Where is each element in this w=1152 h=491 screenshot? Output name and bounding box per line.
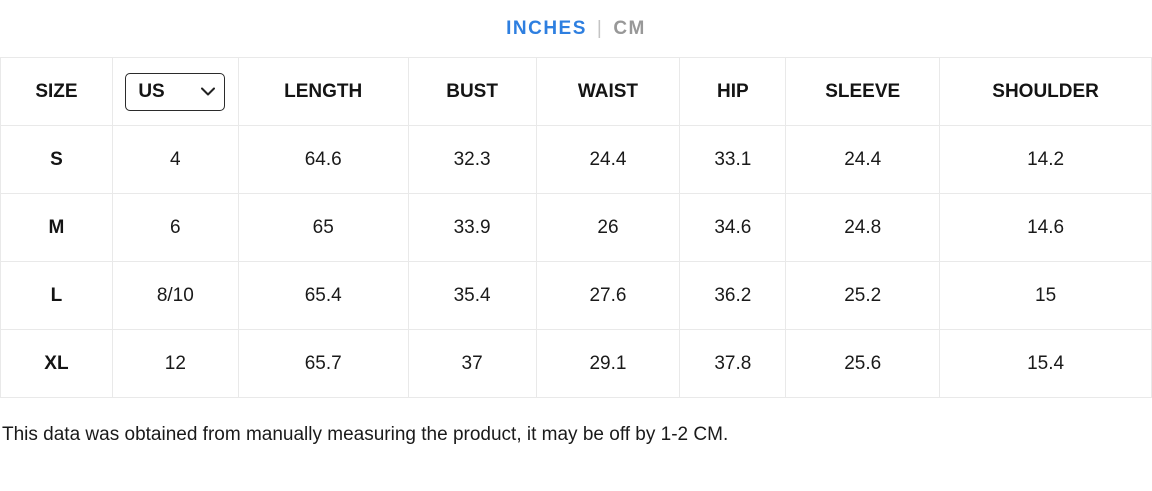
cell-value: 35.4 (407, 261, 537, 330)
cell-size: L (0, 261, 113, 330)
cell-value: 37.8 (679, 329, 787, 398)
cell-value: 14.6 (939, 193, 1152, 262)
cell-value: 8/10 (111, 261, 239, 330)
cell-value: 6 (111, 193, 239, 262)
cell-value: 15 (939, 261, 1152, 330)
cell-value: 24.4 (535, 125, 681, 194)
cell-value: 26 (535, 193, 681, 262)
table-row: M 6 65 33.9 26 34.6 24.8 14.6 (0, 193, 1152, 262)
unit-toggle: INCHES | CM (0, 0, 1152, 41)
cell-value: 15.4 (939, 329, 1152, 398)
header-waist: WAIST (535, 57, 681, 126)
cell-value: 29.1 (535, 329, 681, 398)
cell-size: M (0, 193, 113, 262)
cell-size: XL (0, 329, 113, 398)
size-chart-table: SIZE US LENGTH BUST WAIST HIP SLEEVE SHO… (0, 57, 1152, 398)
header-size: SIZE (0, 57, 113, 126)
cell-value: 32.3 (407, 125, 537, 194)
cell-value: 64.6 (237, 125, 409, 194)
cell-value: 37 (407, 329, 537, 398)
measurement-note: This data was obtained from manually mea… (2, 424, 729, 445)
unit-toggle-separator: | (596, 18, 604, 39)
table-row: L 8/10 65.4 35.4 27.6 36.2 25.2 15 (0, 261, 1152, 330)
header-length: LENGTH (237, 57, 409, 126)
cell-value: 65 (237, 193, 409, 262)
header-shoulder: SHOULDER (939, 57, 1152, 126)
header-size-standard: US (111, 57, 239, 126)
cell-value: 4 (111, 125, 239, 194)
header-bust: BUST (407, 57, 537, 126)
table-row: XL 12 65.7 37 29.1 37.8 25.6 15.4 (0, 329, 1152, 398)
cell-value: 25.6 (785, 329, 941, 398)
cell-value: 33.1 (679, 125, 787, 194)
cell-value: 14.2 (939, 125, 1152, 194)
cell-value: 65.7 (237, 329, 409, 398)
size-standard-select[interactable]: US (125, 72, 226, 111)
cell-value: 12 (111, 329, 239, 398)
cell-value: 34.6 (679, 193, 787, 262)
header-hip: HIP (679, 57, 787, 126)
table-header-row: SIZE US LENGTH BUST WAIST HIP SLEEVE SHO… (0, 57, 1152, 126)
size-standard-select-wrapper: US (125, 72, 226, 111)
cell-value: 24.4 (785, 125, 941, 194)
cell-size: S (0, 125, 113, 194)
cell-value: 36.2 (679, 261, 787, 330)
unit-toggle-cm[interactable]: CM (613, 18, 646, 39)
cell-value: 24.8 (785, 193, 941, 262)
cell-value: 25.2 (785, 261, 941, 330)
cell-value: 27.6 (535, 261, 681, 330)
header-sleeve: SLEEVE (785, 57, 941, 126)
cell-value: 33.9 (407, 193, 537, 262)
cell-value: 65.4 (237, 261, 409, 330)
unit-toggle-inches[interactable]: INCHES (506, 18, 587, 39)
table-row: S 4 64.6 32.3 24.4 33.1 24.4 14.2 (0, 125, 1152, 194)
